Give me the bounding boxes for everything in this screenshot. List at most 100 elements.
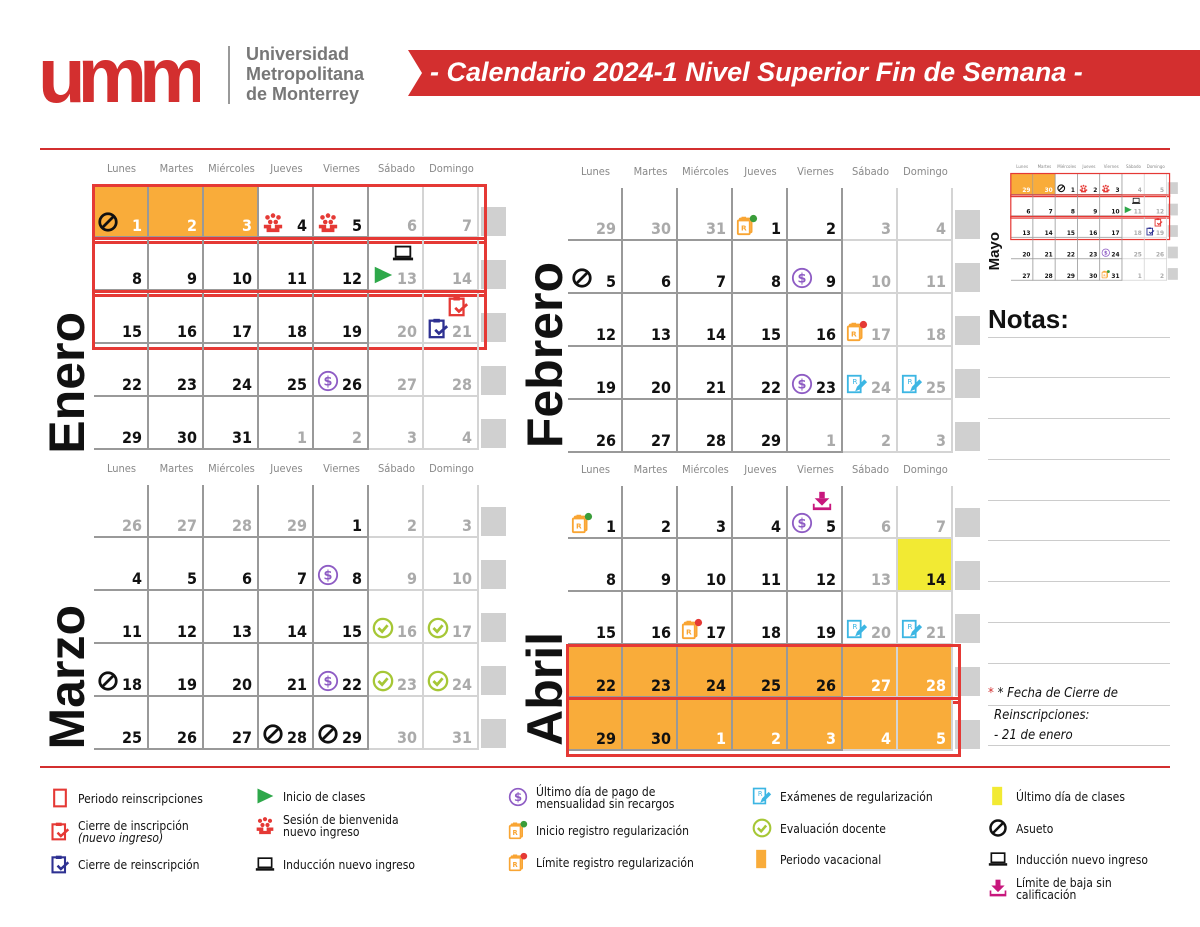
day-cell[interactable]: 29 — [1055, 259, 1078, 281]
day-cell[interactable]: 29 — [94, 397, 149, 450]
day-cell[interactable]: 9 — [149, 238, 204, 291]
day-cell[interactable]: 1 — [259, 397, 314, 450]
day-cell[interactable]: 26 — [568, 400, 623, 453]
day-cell[interactable]: 31 — [424, 697, 479, 750]
day-cell[interactable]: 25 — [733, 645, 788, 698]
day-cell[interactable]: 1 — [788, 400, 843, 453]
day-cell[interactable]: 2 — [843, 400, 898, 453]
day-cell[interactable]: 16 — [623, 592, 678, 645]
day-cell[interactable]: 23 — [623, 645, 678, 698]
day-cell[interactable]: R 25 — [898, 347, 953, 400]
day-cell[interactable]: 3 — [898, 400, 953, 453]
day-cell[interactable]: 28 — [424, 344, 479, 397]
day-cell[interactable]: 17 — [204, 291, 259, 344]
day-cell[interactable]: 21 — [678, 347, 733, 400]
day-cell[interactable]: 30 — [149, 397, 204, 450]
day-cell[interactable]: 16 — [369, 591, 424, 644]
day-cell[interactable]: 8 — [94, 238, 149, 291]
day-cell[interactable]: $9 — [788, 241, 843, 294]
day-cell[interactable]: $24 — [1100, 237, 1123, 260]
day-cell[interactable]: R 20 — [843, 592, 898, 645]
day-cell[interactable]: 17 — [1100, 216, 1123, 238]
day-cell[interactable]: 29 — [314, 697, 369, 750]
day-cell[interactable]: 10 — [1100, 194, 1123, 217]
day-cell[interactable]: 9 — [1077, 194, 1101, 217]
day-cell[interactable]: $26 — [314, 344, 369, 397]
day-cell[interactable]: 7 — [898, 486, 953, 539]
day-cell[interactable]: 20 — [1011, 237, 1034, 260]
day-cell[interactable]: 19 — [788, 592, 843, 645]
day-cell[interactable]: 16 — [149, 291, 204, 344]
day-cell[interactable]: 12 — [1144, 194, 1167, 217]
day-cell[interactable]: 13 — [204, 591, 259, 644]
day-cell[interactable]: 23 — [1077, 237, 1101, 260]
day-cell[interactable]: 30 — [1033, 173, 1056, 195]
day-cell[interactable]: 14 — [898, 539, 953, 592]
day-cell[interactable]: 15 — [314, 591, 369, 644]
day-cell[interactable]: 16 — [788, 294, 843, 347]
day-cell[interactable]: 29 — [568, 188, 623, 241]
day-cell[interactable]: 9 — [623, 539, 678, 592]
day-cell[interactable]: 6 — [1011, 194, 1034, 217]
day-cell[interactable]: 7 — [259, 538, 314, 591]
day-cell[interactable]: 15 — [568, 592, 623, 645]
day-cell[interactable]: 24 — [204, 344, 259, 397]
day-cell[interactable]: 29 — [259, 485, 314, 538]
day-cell[interactable]: 18 — [733, 592, 788, 645]
day-cell[interactable]: 16 — [1077, 216, 1101, 238]
day-cell[interactable]: 1 — [1122, 259, 1145, 281]
day-cell[interactable]: R 21 — [898, 592, 953, 645]
day-cell[interactable]: 1 — [94, 185, 149, 238]
day-cell[interactable]: $8 — [314, 538, 369, 591]
day-cell[interactable]: 19 — [1144, 216, 1167, 238]
day-cell[interactable]: 2 — [314, 397, 369, 450]
day-cell[interactable]: 6 — [623, 241, 678, 294]
day-cell[interactable]: 10 — [424, 538, 479, 591]
day-cell[interactable]: 8 — [733, 241, 788, 294]
day-cell[interactable]: 3 — [788, 698, 843, 751]
day-cell[interactable]: 19 — [314, 291, 369, 344]
day-cell[interactable]: 7 — [424, 185, 479, 238]
day-cell[interactable]: 8 — [1055, 194, 1078, 217]
day-cell[interactable]: 19 — [568, 347, 623, 400]
day-cell[interactable]: 1 — [678, 698, 733, 751]
day-cell[interactable]: 7 — [678, 241, 733, 294]
day-cell[interactable]: 4 — [898, 188, 953, 241]
day-cell[interactable]: 29 — [733, 400, 788, 453]
day-cell[interactable]: 4 — [424, 397, 479, 450]
day-cell[interactable]: 15 — [94, 291, 149, 344]
day-cell[interactable]: 3 — [678, 486, 733, 539]
day-cell[interactable]: 2 — [149, 185, 204, 238]
day-cell[interactable]: 12 — [149, 591, 204, 644]
day-cell[interactable]: 22 — [733, 347, 788, 400]
day-cell[interactable]: 7 — [1033, 194, 1056, 217]
day-cell[interactable]: 24 — [678, 645, 733, 698]
day-cell[interactable]: 11 — [94, 591, 149, 644]
day-cell[interactable]: R 24 — [843, 347, 898, 400]
day-cell[interactable]: 13 — [369, 238, 424, 291]
day-cell[interactable]: 9 — [369, 538, 424, 591]
day-cell[interactable]: 11 — [898, 241, 953, 294]
day-cell[interactable]: $22 — [314, 644, 369, 697]
day-cell[interactable]: 23 — [149, 344, 204, 397]
day-cell[interactable]: 25 — [94, 697, 149, 750]
day-cell[interactable]: 10 — [843, 241, 898, 294]
day-cell[interactable]: 27 — [843, 645, 898, 698]
day-cell[interactable]: 1 — [314, 485, 369, 538]
day-cell[interactable]: 18 — [259, 291, 314, 344]
day-cell[interactable]: 4 — [259, 185, 314, 238]
day-cell[interactable]: 26 — [149, 697, 204, 750]
day-cell[interactable]: 4 — [733, 486, 788, 539]
day-cell[interactable]: 2 — [1077, 173, 1101, 195]
day-cell[interactable]: 28 — [204, 485, 259, 538]
day-cell[interactable]: 18 — [898, 294, 953, 347]
day-cell[interactable]: 6 — [843, 486, 898, 539]
day-cell[interactable]: 21 — [424, 291, 479, 344]
day-cell[interactable]: 22 — [1055, 237, 1078, 260]
day-cell[interactable]: 21 — [1033, 237, 1056, 260]
day-cell[interactable]: R 17 — [678, 592, 733, 645]
day-cell[interactable]: 28 — [898, 645, 953, 698]
day-cell[interactable]: 14 — [424, 238, 479, 291]
day-cell[interactable]: 6 — [369, 185, 424, 238]
